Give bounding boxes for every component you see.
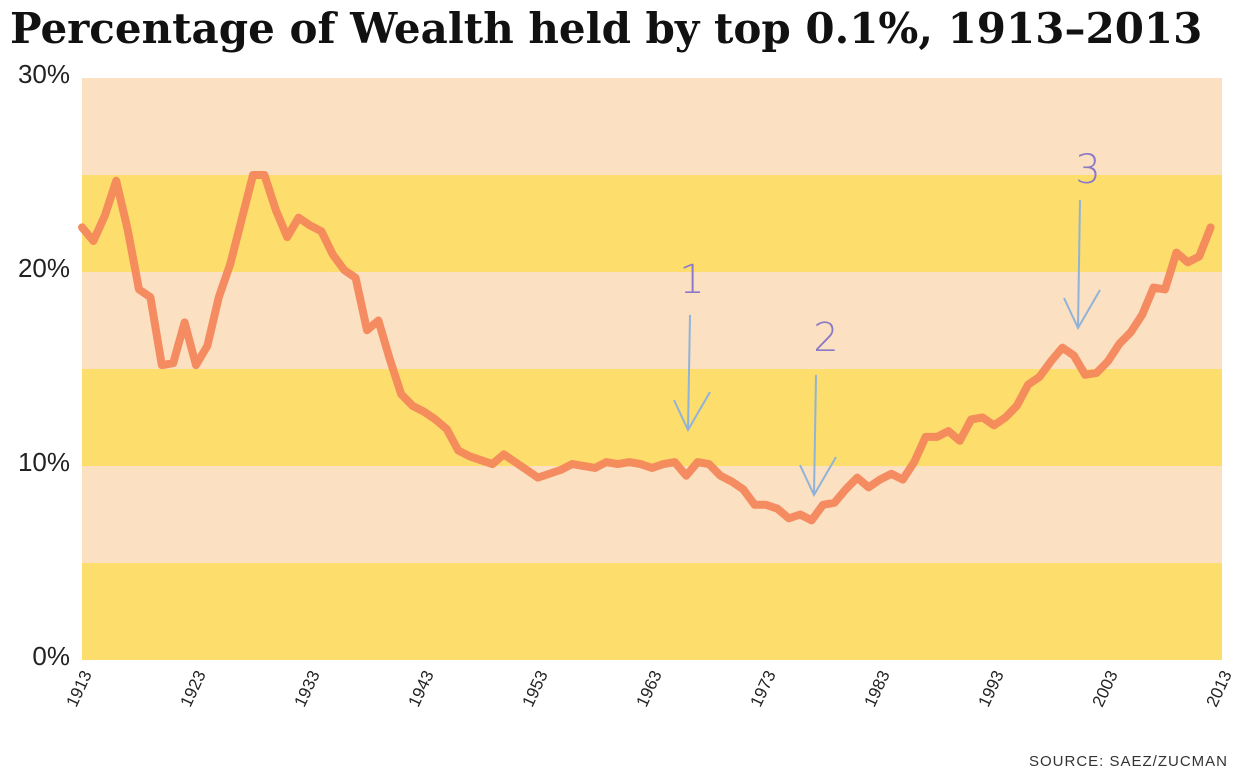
annotation-arrow [799,374,837,498]
x-tick-label: 2013 [1202,668,1235,710]
background-band [82,78,1222,175]
x-tick-label: 1923 [176,668,209,710]
x-tick-label: 1943 [404,668,437,710]
annotation: 1 [679,257,704,303]
x-tick-label: 1953 [518,668,551,710]
background-band [82,272,1222,369]
x-tick-label: 1963 [632,668,665,710]
background-band [82,563,1222,660]
x-tick-label: 1983 [860,668,893,710]
x-tick-label: 2003 [1088,668,1121,710]
annotation-arrow [673,314,711,433]
chart-title: Percentage of Wealth held by top 0.1%, 1… [10,4,1202,53]
annotation: 3 [1075,147,1100,193]
x-tick-label: 1973 [746,668,779,710]
x-tick-label: 1933 [290,668,323,710]
plot-area [82,78,1222,660]
background-band [82,466,1222,563]
x-tick-label: 1913 [62,668,95,710]
source-note: SOURCE: SAEZ/ZUCMAN [1029,753,1228,770]
y-tick-label: 0% [32,641,70,671]
y-tick-label: 10% [18,447,70,477]
y-tick-label: 20% [18,253,70,283]
background-band [82,369,1222,466]
annotation: 2 [813,315,838,361]
data-line [78,171,1215,525]
annotation-arrow [1063,199,1101,331]
x-tick-label: 1993 [974,668,1007,710]
y-tick-label: 30% [18,59,70,89]
